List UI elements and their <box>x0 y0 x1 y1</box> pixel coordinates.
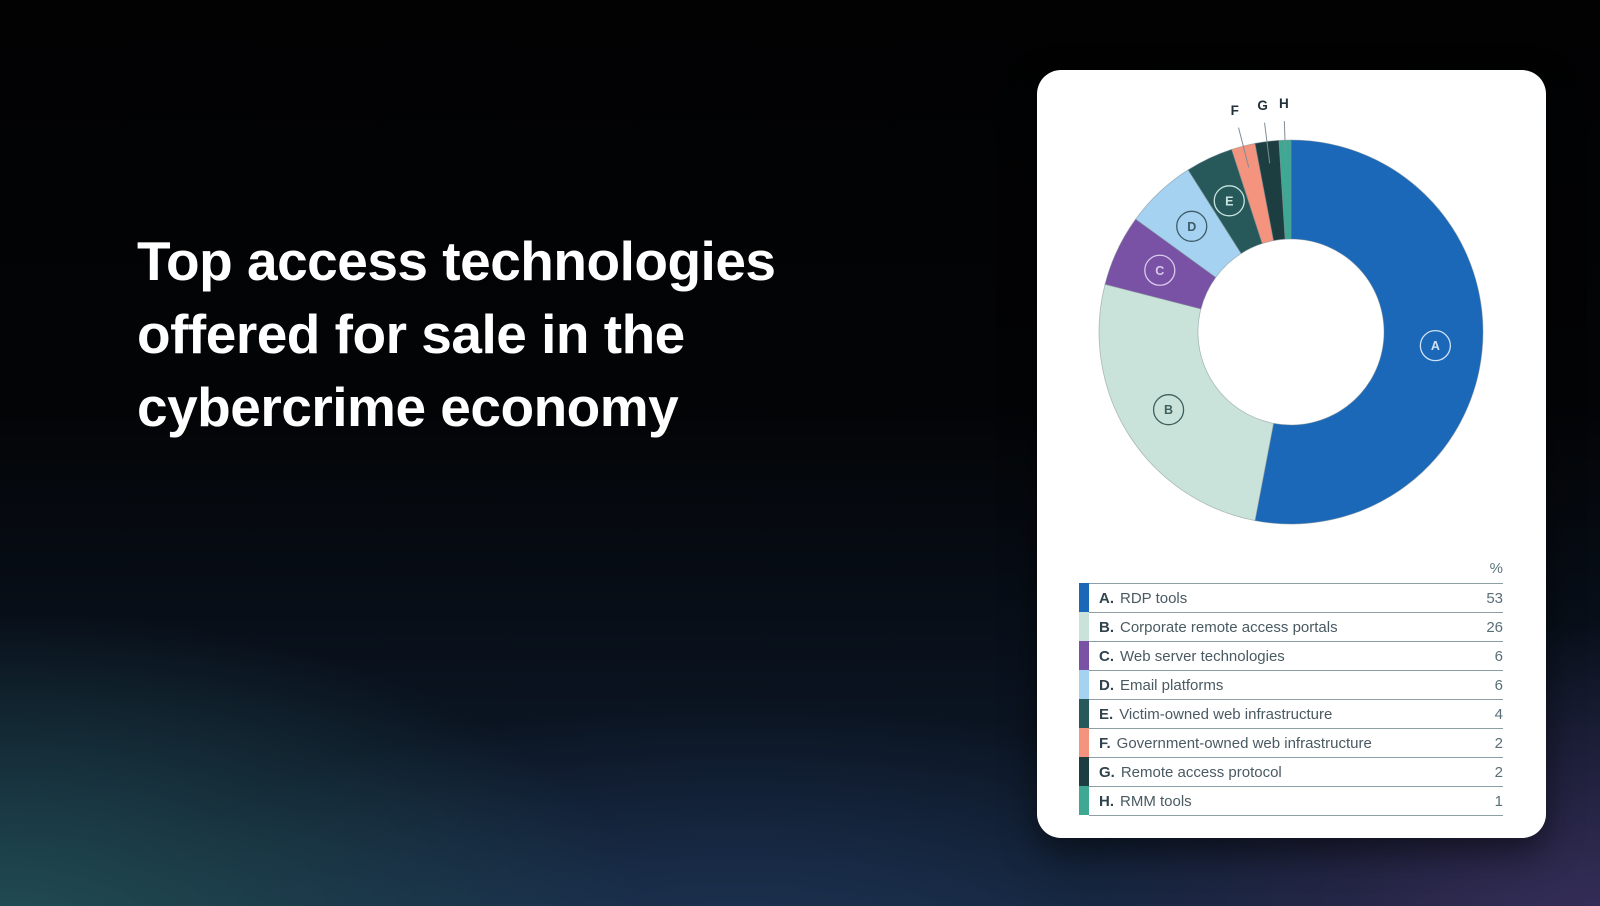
legend-label: G. Remote access protocol <box>1099 763 1282 781</box>
legend-label: B. Corporate remote access portals <box>1099 618 1338 636</box>
legend-color-chip <box>1079 670 1089 699</box>
donut-slice-H <box>1278 139 1292 240</box>
legend-label: D. Email platforms <box>1099 676 1224 694</box>
legend-label: E. Victim-owned web infrastructure <box>1099 705 1333 723</box>
legend-letter: D. <box>1099 676 1114 694</box>
legend-color-chip <box>1079 728 1089 757</box>
slice-label-C: C <box>1155 264 1164 278</box>
legend-value: 53 <box>1486 589 1503 607</box>
slice-label-circle-C <box>1144 254 1176 286</box>
table-row-c: C. Web server technologies 6 <box>1079 641 1503 670</box>
slice-label-H: H <box>1279 96 1289 111</box>
table-row-d: D. Email platforms 6 <box>1079 670 1503 699</box>
legend-color-chip <box>1079 699 1089 728</box>
legend-letter: G. <box>1099 763 1115 781</box>
legend-letter: B. <box>1099 618 1114 636</box>
slice-label-E: E <box>1225 194 1233 208</box>
legend-label: H. RMM tools <box>1099 792 1192 810</box>
legend-label: F. Government-owned web infrastructure <box>1099 734 1372 752</box>
donut-chart: A B C D E F G H <box>1098 96 1484 525</box>
legend-color-chip <box>1079 583 1089 612</box>
legend-letter: A. <box>1099 589 1114 607</box>
legend-letter: F. <box>1099 734 1111 752</box>
table-row-f: F. Government-owned web infrastructure 2 <box>1079 728 1503 757</box>
legend-table: % A. RDP tools 53 B. Corporate remote acce… <box>1079 553 1503 816</box>
legend-letter: E. <box>1099 705 1114 723</box>
legend-color-chip <box>1079 757 1089 786</box>
legend-color-chip <box>1079 641 1089 670</box>
title-line-3: cybercrime economy <box>137 376 679 438</box>
legend-value: 6 <box>1494 676 1503 694</box>
legend-color-chip <box>1079 786 1089 815</box>
slice-label-circle-A <box>1419 329 1452 362</box>
leader-line-F <box>1238 127 1250 168</box>
legend-letter: C. <box>1099 647 1114 665</box>
slice-label-G: G <box>1257 98 1268 113</box>
slice-label-circle-D <box>1176 210 1208 242</box>
leader-line-G <box>1264 122 1271 164</box>
legend-value: 2 <box>1494 734 1503 752</box>
slice-label-D: D <box>1187 220 1196 234</box>
legend-label: A. RDP tools <box>1099 589 1188 607</box>
legend-value: 26 <box>1486 618 1503 636</box>
legend-value: 1 <box>1494 792 1503 810</box>
donut-slice-B <box>1098 283 1275 522</box>
slice-label-B: B <box>1164 403 1173 417</box>
legend-label: C. Web server technologies <box>1099 647 1285 665</box>
slice-label-A: A <box>1431 339 1440 353</box>
legend-value: 4 <box>1494 705 1503 723</box>
slice-label-circle-E <box>1213 185 1245 217</box>
title-line-2: offered for sale in the <box>137 303 685 365</box>
percent-column-header: % <box>1489 559 1503 577</box>
slice-label-F: F <box>1231 103 1239 118</box>
table-row-e: E. Victim-owned web infrastructure 4 <box>1079 699 1503 728</box>
title-line-1: Top access technologies <box>137 230 776 292</box>
slice-label-circle-B <box>1152 394 1185 426</box>
donut-slice-A <box>1254 139 1484 525</box>
table-row-h: H. RMM tools 1 <box>1079 786 1503 815</box>
legend-value: 6 <box>1494 647 1503 665</box>
leader-line-H <box>1283 121 1287 163</box>
table-row-a: A. RDP tools 53 <box>1079 583 1503 612</box>
legend-value: 2 <box>1494 763 1503 781</box>
legend-letter: H. <box>1099 792 1114 810</box>
legend-color-chip <box>1079 612 1089 641</box>
page-title: Top access technologies offered for sale… <box>137 225 897 444</box>
table-row-g: G. Remote access protocol 2 <box>1079 757 1503 786</box>
table-row-b: B. Corporate remote access portals 26 <box>1079 612 1503 641</box>
table-bottom-line <box>1089 815 1503 816</box>
legend-header-row: % <box>1089 553 1503 583</box>
